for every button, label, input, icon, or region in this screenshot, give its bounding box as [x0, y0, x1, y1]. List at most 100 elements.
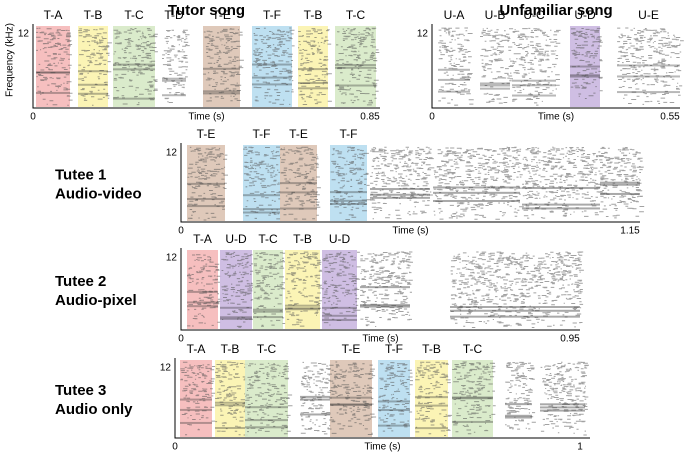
tutee-condition: Audio-pixel — [55, 292, 137, 309]
harmonic-band — [113, 68, 155, 71]
harmonic-band — [522, 207, 600, 210]
x-end-label: 1 — [577, 442, 583, 453]
harmonic-band — [450, 306, 580, 309]
spectrogram — [162, 29, 190, 103]
harmonic-band — [360, 286, 410, 289]
syllable-label: T-B — [422, 342, 441, 356]
harmonic-band — [330, 403, 372, 406]
harmonic-band — [522, 186, 600, 189]
harmonic-band — [330, 203, 367, 206]
syllable-label: T-F — [340, 127, 358, 141]
harmonic-band — [450, 315, 580, 318]
harmonic-band — [600, 181, 640, 184]
syllable-label: T-E — [212, 8, 231, 22]
spectrogram — [298, 28, 332, 105]
harmonic-band — [253, 316, 283, 319]
harmonic-band — [215, 401, 245, 404]
x-start-label: 0 — [178, 334, 184, 345]
harmonic-band — [187, 305, 218, 308]
harmonic-band — [245, 406, 288, 409]
syllable-label: T-A — [193, 232, 212, 246]
spectrogram — [285, 251, 323, 327]
harmonic-band — [452, 420, 493, 423]
spectrogram — [336, 27, 380, 106]
harmonic-band — [570, 74, 600, 77]
spectrogram — [78, 28, 112, 106]
y-max-label: 12 — [160, 363, 172, 374]
spectrogram — [540, 361, 589, 436]
x-start-label: 0 — [172, 442, 178, 453]
harmonic-band — [220, 317, 252, 320]
syllable-label: T-C — [258, 232, 278, 246]
spectrogram — [221, 251, 255, 328]
spectrogram — [433, 146, 524, 220]
harmonic-band — [512, 84, 556, 87]
syllable-label: U-B — [485, 8, 506, 22]
tutee-name: Tutee 3 — [55, 382, 106, 399]
harmonic-band — [215, 426, 245, 429]
harmonic-band — [378, 400, 410, 403]
harmonic-band — [298, 81, 328, 84]
harmonic-band — [187, 205, 225, 208]
harmonic-band — [298, 87, 328, 90]
harmonic-band — [300, 395, 330, 398]
syllable-label: T-C — [257, 342, 277, 356]
harmonic-band — [540, 406, 585, 409]
harmonic-band — [243, 208, 280, 211]
y-max-label: 12 — [18, 29, 30, 40]
harmonic-band — [540, 409, 585, 412]
x-axis-label: Time (s) — [538, 112, 574, 123]
harmonic-band — [252, 63, 292, 66]
x-start-label: 0 — [429, 112, 435, 123]
harmonic-band — [512, 79, 556, 82]
x-start-label: 0 — [30, 112, 36, 123]
harmonic-band — [617, 64, 680, 67]
harmonic-band — [438, 90, 470, 93]
x-end-label: 0.95 — [560, 334, 580, 345]
harmonic-band — [415, 396, 448, 399]
harmonic-band — [330, 396, 372, 399]
x-axis-label: Time (s) — [188, 112, 224, 123]
tutee-name: Tutee 2 — [55, 273, 106, 290]
syllable-label: T-B — [304, 8, 323, 22]
spectrogram — [450, 251, 584, 328]
spectrogram — [187, 254, 223, 327]
syllable-label: U-A — [444, 8, 465, 22]
y-max-label: 12 — [166, 148, 178, 159]
harmonic-band — [415, 404, 448, 407]
spectrogram — [512, 27, 561, 106]
harmonic-band — [252, 76, 292, 79]
harmonic-band — [187, 182, 225, 185]
harmonic-band — [360, 304, 410, 307]
harmonic-band — [280, 207, 317, 210]
harmonic-band — [180, 421, 212, 424]
y-max-label: 12 — [166, 253, 178, 264]
harmonic-band — [480, 87, 510, 90]
x-axis-label: Time (s) — [392, 226, 428, 237]
syllable-label: T-D — [164, 8, 184, 22]
harmonic-band — [505, 416, 532, 419]
harmonic-band — [330, 199, 367, 202]
harmonic-band — [285, 307, 320, 310]
syllable-label: T-C — [463, 342, 483, 356]
harmonic-band — [220, 316, 252, 319]
harmonic-band — [162, 77, 186, 80]
harmonic-band — [617, 91, 680, 94]
x-end-label: 0.85 — [360, 112, 380, 123]
spectrogram — [480, 27, 514, 104]
x-end-label: 0.55 — [660, 112, 680, 123]
harmonic-band — [378, 408, 410, 411]
harmonic-band — [180, 398, 212, 401]
spectrogram — [330, 361, 377, 435]
harmonic-band — [162, 94, 186, 97]
harmonic-band — [505, 403, 532, 406]
syllable-label: T-E — [289, 127, 308, 141]
harmonic-band — [300, 413, 330, 416]
spectrogram — [187, 146, 228, 221]
x-axis-label: Time (s) — [362, 334, 398, 345]
harmonic-band — [322, 306, 357, 309]
harmonic-band — [280, 182, 317, 185]
tutee-name: Tutee 1 — [55, 166, 106, 183]
harmonic-band — [370, 188, 430, 191]
